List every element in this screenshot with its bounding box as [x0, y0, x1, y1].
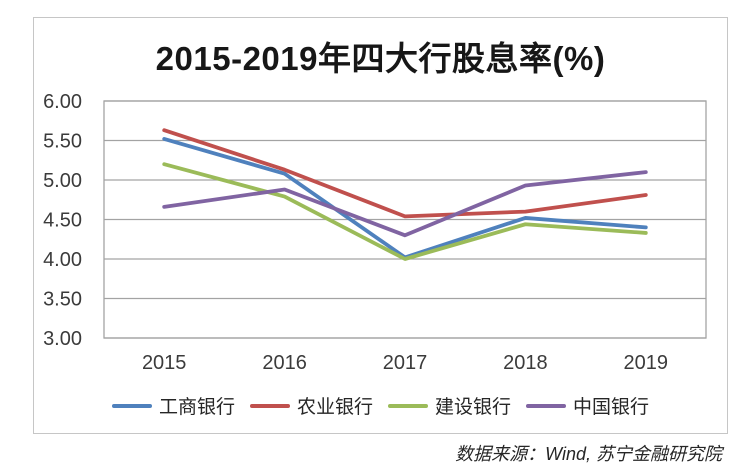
legend-swatch: [526, 403, 567, 408]
legend-item-2: 建设银行: [388, 392, 511, 419]
legend-item-0: 工商银行: [111, 392, 235, 419]
legend-item-1: 农业银行: [249, 392, 373, 419]
legend-label: 中国银行: [573, 397, 650, 418]
x-tick-label: 2019: [624, 352, 669, 374]
legend-label: 建设银行: [435, 397, 512, 418]
y-tick-label: 5.50: [43, 131, 82, 153]
y-tick-label: 6.00: [43, 91, 82, 113]
y-tick-label: 4.50: [43, 210, 82, 232]
legend-label: 工商银行: [158, 397, 235, 418]
y-tick-label: 3.00: [43, 328, 82, 350]
y-tick-label: 4.00: [43, 249, 82, 271]
x-tick-label: 2015: [142, 352, 187, 374]
legend-swatch: [111, 403, 152, 408]
x-tick-label: 2016: [262, 352, 307, 374]
legend-item-3: 中国银行: [526, 392, 649, 419]
legend-swatch: [249, 403, 290, 408]
chart-title: 2015-2019年四大行股息率(%): [155, 40, 606, 77]
plot-area-border: [103, 100, 707, 339]
series-line-1: [162, 128, 648, 219]
series-line-3: [162, 170, 648, 238]
line-chart: 6.00 5.50 5.00 4.50 4.00 3.50 3.00 2015 2016 2017…: [43, 91, 707, 374]
x-tick-label: 2017: [383, 352, 428, 374]
y-tick-label: 3.50: [43, 289, 82, 311]
x-tick-label: 2018: [503, 352, 548, 374]
legend-label: 农业银行: [296, 397, 373, 418]
legend-swatch: [388, 403, 428, 408]
chart-legend: 工商银行 农业银行 建设银行 中国银行: [34, 392, 727, 419]
y-tick-label: 5.00: [43, 170, 82, 192]
source-note: 数据来源：Wind, 苏宁金融研究院: [455, 444, 722, 464]
series-line-2: [162, 162, 648, 261]
chart-card: 6.00 5.50 5.00 4.50 4.00 3.50 3.00 2015 2016 2017…: [33, 17, 728, 434]
